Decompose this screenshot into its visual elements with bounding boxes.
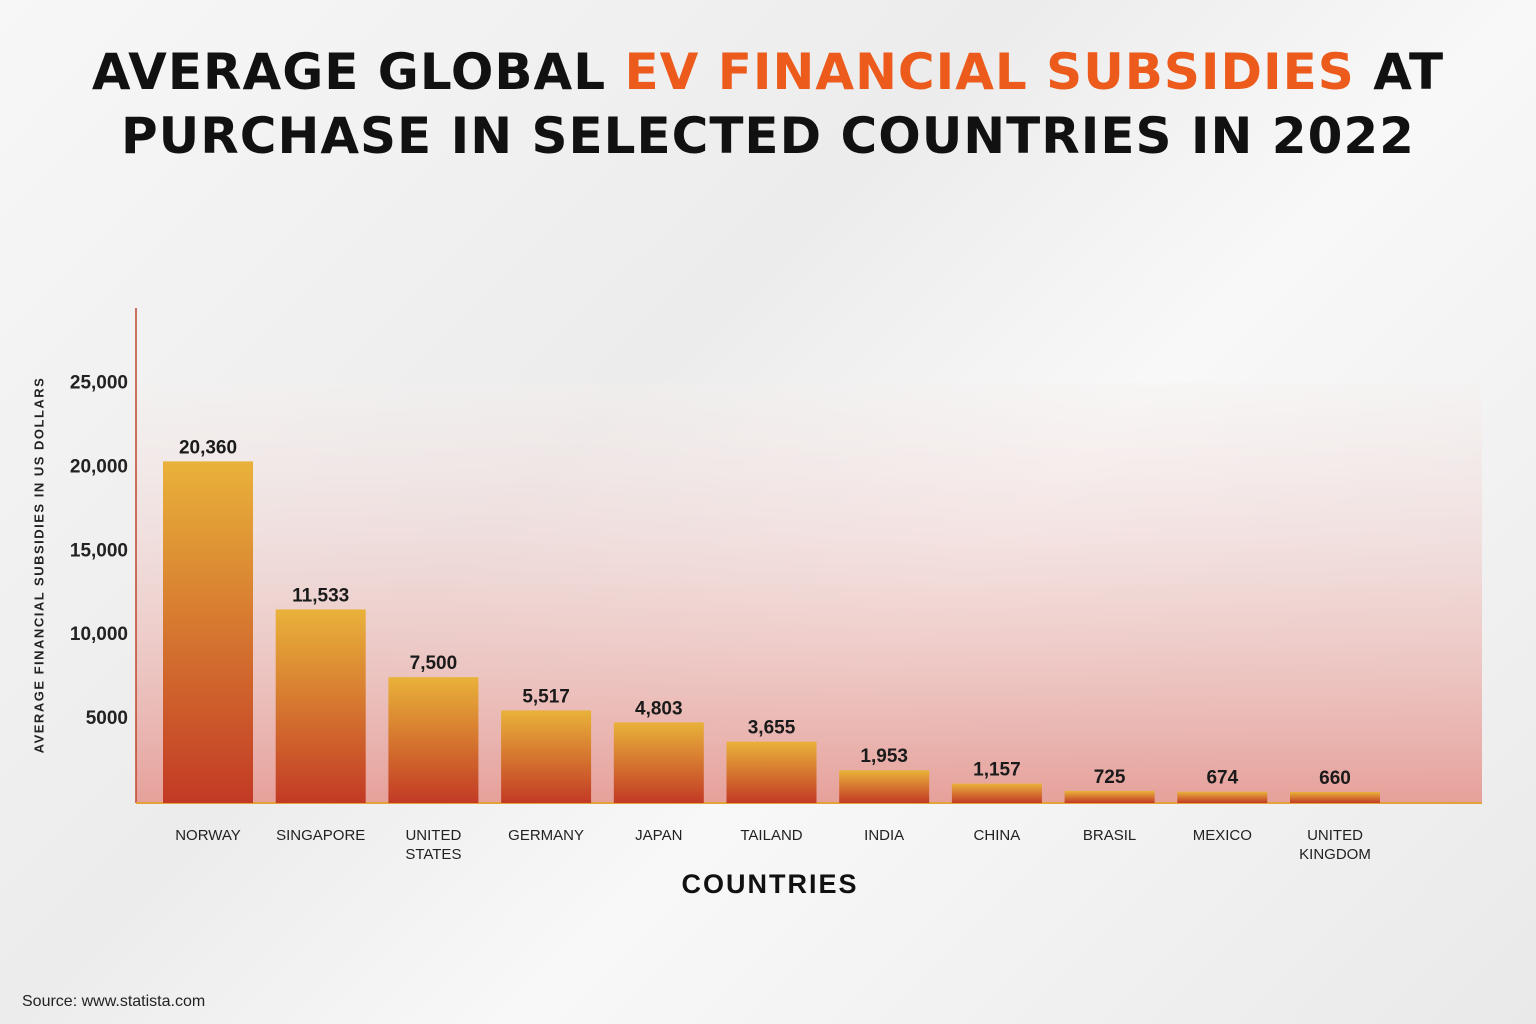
bar	[1290, 791, 1380, 803]
value-label: 5,517	[522, 686, 570, 707]
x-tick-label: MEXICO	[1192, 827, 1252, 844]
source: Source: www.statista.com	[22, 993, 206, 1010]
value-label: 20,360	[179, 437, 237, 458]
bar	[951, 783, 1042, 803]
value-label: 3,655	[748, 718, 796, 739]
x-tick-label: GERMANY	[508, 827, 585, 844]
bar	[726, 741, 817, 803]
y-tick-label: 20,000	[70, 456, 128, 477]
value-label: 1,953	[860, 746, 908, 767]
x-tick-label: SINGAPORE	[276, 827, 366, 844]
x-tick-label: UNITED KINGDOM	[1299, 827, 1371, 863]
value-label: 725	[1094, 767, 1126, 788]
x-tick-label: UNITED STATES	[405, 827, 462, 863]
value-label: 660	[1319, 768, 1351, 789]
value-label: 11,533	[292, 585, 349, 606]
bar	[275, 609, 366, 803]
x-tick-label: TAILAND	[740, 827, 803, 844]
title-part: EV FINANCIAL SUBSIDIES	[624, 43, 1355, 101]
title-part: AT	[1373, 43, 1445, 101]
y-tick-label: 10,000	[70, 624, 128, 645]
y-tick-label: 25,000	[70, 373, 128, 394]
value-label: 1,157	[973, 760, 1021, 781]
title-part: AVERAGE GLOBAL	[91, 43, 607, 101]
bar	[501, 710, 592, 803]
y-tick-label: 5000	[86, 708, 128, 729]
bar	[388, 677, 479, 803]
x-tick-label: INDIA	[864, 827, 905, 844]
value-label: 7,500	[410, 653, 458, 674]
x-tick-label: BRASIL	[1082, 827, 1137, 844]
x-tick-label: NORWAY	[175, 827, 241, 844]
value-label: 4,803	[635, 698, 683, 719]
title-part: PURCHASE IN SELECTED COUNTRIES IN 2022	[121, 107, 1415, 165]
y-axis-title: AVERAGE FINANCIAL SUBSIDIES IN US DOLLAR…	[31, 377, 46, 754]
x-axis-title: COUNTRIES	[681, 869, 858, 899]
bar	[1177, 791, 1268, 803]
value-label: 674	[1206, 768, 1238, 789]
x-tick-label: JAPAN	[635, 827, 683, 844]
y-tick-label: 15,000	[70, 540, 128, 561]
bar	[613, 722, 704, 803]
bar	[1064, 790, 1155, 803]
chart-title: AVERAGE GLOBAL EV FINANCIAL SUBSIDIES AT…	[0, 40, 1536, 168]
bar	[163, 461, 253, 803]
x-tick-label: CHINA	[973, 827, 1021, 844]
bar	[839, 770, 930, 803]
